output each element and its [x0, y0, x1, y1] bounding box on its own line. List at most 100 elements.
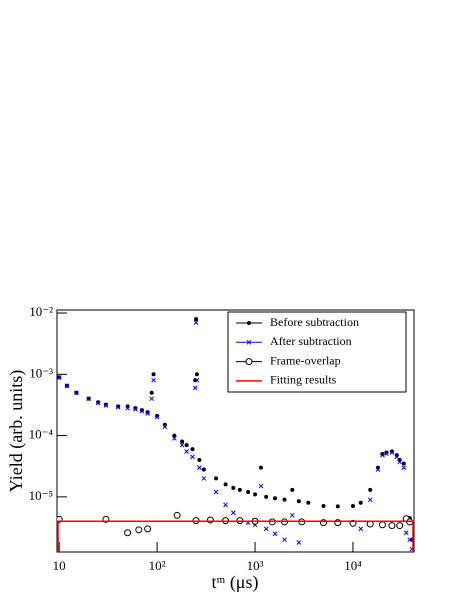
point — [139, 408, 145, 414]
point — [86, 396, 92, 402]
point — [103, 402, 108, 407]
point — [151, 372, 156, 377]
point — [214, 476, 219, 481]
point — [57, 375, 62, 380]
point — [135, 526, 143, 534]
point — [95, 400, 101, 406]
point — [296, 499, 301, 504]
point — [380, 452, 385, 458]
point — [350, 503, 355, 508]
point — [375, 467, 381, 472]
y-tick-label: 10⁻² — [29, 304, 53, 319]
point — [124, 529, 132, 537]
point — [206, 516, 214, 524]
point — [358, 526, 364, 532]
x-axis-title: tᵐ (μs) — [212, 572, 259, 593]
point — [368, 487, 373, 492]
point — [96, 400, 101, 405]
legend-text: Before subtraction — [270, 315, 359, 329]
point — [201, 476, 207, 481]
point — [223, 502, 228, 508]
legend-box — [227, 311, 407, 393]
point — [247, 321, 251, 325]
point — [230, 510, 236, 516]
point — [194, 372, 199, 377]
point — [74, 390, 79, 396]
x-tick-label: 10² — [149, 558, 166, 573]
point — [144, 525, 152, 533]
point — [282, 497, 287, 502]
point — [196, 465, 202, 470]
point — [380, 452, 385, 457]
point — [149, 390, 154, 395]
point — [172, 436, 177, 441]
point — [194, 377, 200, 383]
point — [263, 526, 269, 532]
point — [133, 406, 138, 412]
point — [273, 496, 278, 501]
point — [201, 467, 206, 472]
point — [403, 530, 409, 536]
point — [115, 404, 121, 410]
point — [282, 537, 287, 543]
point — [231, 485, 236, 490]
point — [184, 449, 189, 454]
point — [154, 414, 160, 420]
x-tick-label: 10 — [53, 558, 66, 573]
legend-text: Frame-overlap — [270, 353, 341, 367]
point — [190, 447, 195, 452]
legend-text: After subtraction — [270, 334, 352, 348]
point — [396, 522, 404, 530]
point — [192, 385, 198, 391]
legend-text: Fitting results — [270, 373, 337, 387]
point — [179, 442, 185, 448]
point — [223, 482, 228, 487]
point — [213, 489, 219, 495]
plot-frame — [56, 309, 415, 553]
point — [321, 503, 326, 508]
point — [103, 403, 109, 408]
point — [151, 377, 156, 383]
point — [139, 408, 144, 413]
point — [358, 500, 363, 505]
x-tick-label: 10³ — [247, 558, 264, 573]
y-tick-label: 10⁻⁴ — [29, 427, 54, 442]
point — [397, 459, 403, 465]
point — [384, 450, 389, 455]
point — [264, 494, 269, 499]
point — [190, 454, 195, 460]
point — [145, 410, 150, 415]
point — [145, 411, 150, 416]
point — [184, 443, 189, 448]
point — [401, 461, 406, 466]
point — [388, 522, 396, 530]
point — [378, 521, 386, 529]
point — [246, 490, 251, 495]
point — [116, 404, 121, 409]
point — [272, 531, 278, 537]
point — [173, 511, 181, 519]
point — [389, 450, 395, 455]
y-tick-label: 10⁻⁵ — [29, 488, 53, 503]
point — [401, 465, 407, 470]
point — [245, 358, 253, 366]
point — [289, 512, 295, 518]
point — [335, 504, 340, 509]
y-tick-label: 10⁻³ — [29, 365, 53, 380]
point — [180, 439, 185, 444]
point — [197, 457, 202, 462]
point — [194, 316, 199, 321]
point — [172, 433, 177, 438]
point — [394, 454, 400, 460]
point — [125, 405, 130, 411]
point — [367, 497, 373, 503]
point — [306, 500, 311, 505]
point — [193, 320, 199, 325]
plot-area — [57, 316, 414, 552]
x-tick-label: 10⁴ — [344, 558, 362, 573]
point — [389, 449, 394, 454]
point — [258, 465, 263, 470]
point — [162, 424, 168, 429]
y-axis-title: Yield (arb. units) — [6, 370, 27, 492]
